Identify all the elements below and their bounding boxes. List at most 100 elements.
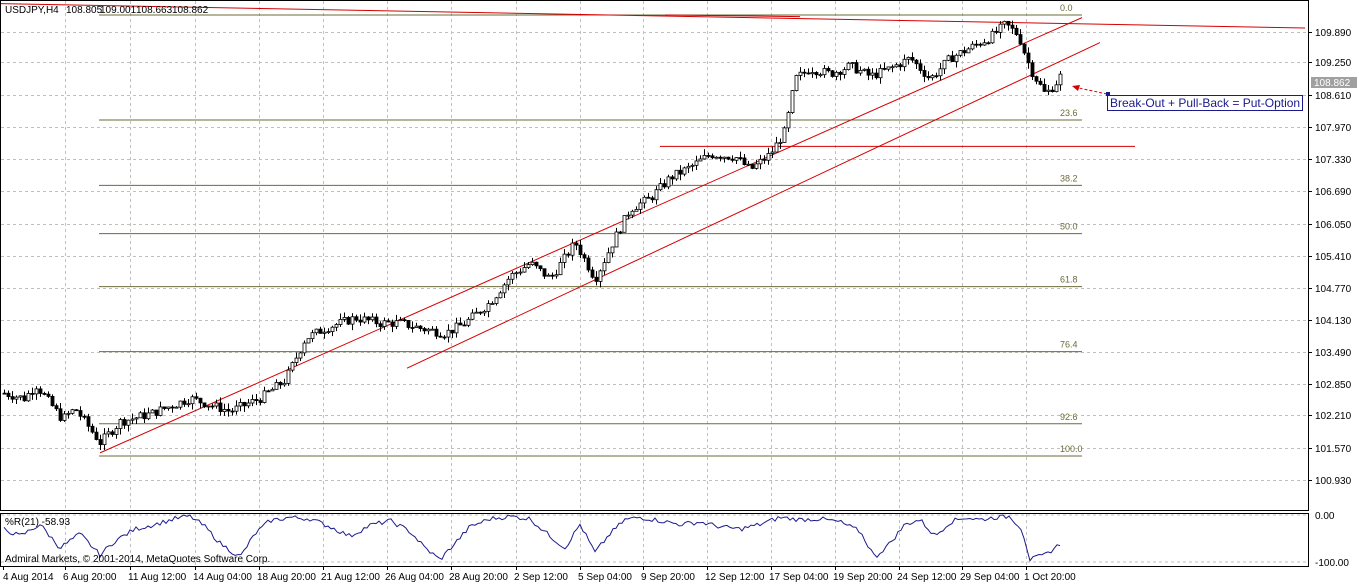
time-axis-tick-label: 4 Aug 2014 [3, 572, 54, 583]
candle-body [398, 319, 403, 322]
candle-body [578, 244, 583, 256]
candle-body [734, 157, 739, 161]
candle-body [814, 72, 819, 76]
candle-body [90, 425, 95, 433]
candle-body [1038, 80, 1043, 85]
candle-body [482, 310, 487, 314]
trendline [406, 42, 1101, 369]
candle-body [966, 48, 971, 54]
candle-body [518, 271, 523, 274]
candle-body [878, 67, 883, 79]
candle-body [854, 62, 859, 74]
candle-body [998, 23, 1003, 33]
candle-body [558, 262, 563, 276]
candle-body [94, 431, 99, 440]
candle-body [978, 43, 983, 46]
candle-body [874, 72, 879, 79]
candle-body [418, 325, 423, 329]
candle-body [490, 303, 495, 305]
oscillator-label: %R(21) -58.93 [5, 517, 70, 528]
time-axis-tick-label: 29 Sep 04:00 [960, 572, 1020, 583]
candle-body [566, 253, 571, 256]
candle-body [530, 261, 535, 266]
candle-body [502, 284, 507, 294]
time-axis-tick-label: 28 Aug 20:00 [449, 572, 508, 583]
time-axis-tick-label: 5 Sep 04:00 [578, 572, 632, 583]
candle-body [730, 158, 735, 161]
candle-body [402, 319, 407, 322]
candle-body [1026, 52, 1031, 64]
time-axis-tick-label: 21 Aug 12:00 [321, 572, 380, 583]
candle-body [126, 419, 131, 426]
current-price-marker [1311, 77, 1357, 88]
candle-body [954, 54, 959, 63]
candle-body [122, 419, 127, 426]
candle-body [150, 409, 155, 414]
candle-body [526, 264, 531, 268]
candle-body [994, 30, 999, 33]
candle-body [318, 328, 323, 334]
copyright: Admiral Markets, © 2001-2014, MetaQuotes… [5, 554, 270, 565]
candle-body [74, 409, 79, 412]
candle-body [118, 419, 123, 429]
candle-body [738, 157, 743, 159]
candle-body [682, 167, 687, 175]
candle-body [626, 214, 631, 217]
candle-body [410, 327, 415, 329]
fibonacci-levels: 0.0 23.6 38.2 50.0 61.8 76.4 92.6 100.0 [99, 3, 1083, 457]
candle-body [758, 158, 763, 165]
candle-body [466, 318, 471, 326]
candle-body [886, 66, 891, 70]
price-axis-tick-label: 102.850 [1315, 380, 1352, 391]
candle-body [1010, 24, 1015, 29]
candle-body [534, 261, 539, 267]
candle-body [458, 322, 463, 326]
candle-body [202, 402, 207, 408]
candle-body [454, 322, 459, 334]
candle-body [330, 326, 335, 332]
candle-body [386, 320, 391, 323]
ohlc-open: 108.805 [66, 5, 103, 16]
price-axis-tick-label: 106.690 [1315, 187, 1352, 198]
candle-body [970, 43, 975, 50]
candle-body [390, 321, 395, 327]
candle-body [778, 142, 783, 144]
candle-body [174, 406, 179, 409]
candle-body [478, 311, 483, 314]
candle-body [154, 409, 159, 416]
price-axis-tick-label: 107.970 [1315, 123, 1352, 134]
candle-body [598, 270, 603, 282]
candle-body [382, 320, 387, 327]
candle-body [914, 59, 919, 65]
candle-body [286, 369, 291, 384]
candle-body [462, 324, 467, 327]
candle-body [470, 312, 475, 320]
price-axis-tick-label: 105.410 [1315, 252, 1352, 263]
candle-body [662, 183, 667, 188]
candle-body [898, 64, 903, 68]
candle-body [938, 68, 943, 77]
oscillator-pane-frame [0, 513, 1309, 567]
candle-body [942, 59, 947, 70]
candle-body [238, 402, 243, 407]
trendline [664, 14, 801, 18]
candle-body [498, 292, 503, 299]
candle-body [818, 74, 823, 77]
candle-body [322, 331, 327, 334]
candle-body [218, 402, 223, 413]
oscillator-grid [1, 514, 1308, 566]
candle-body [102, 433, 107, 446]
candle-body [134, 417, 139, 420]
price-axis-tick-label: 102.210 [1315, 411, 1352, 422]
candle-body [234, 405, 239, 412]
price-axis-tick-label: 108.610 [1315, 91, 1352, 102]
candle-body [678, 169, 683, 175]
candle-body [702, 155, 707, 160]
candle-body [686, 165, 691, 169]
candle-body [706, 155, 711, 157]
trendline [0, 3, 1306, 29]
candle-body [46, 393, 51, 397]
candle-body [226, 408, 231, 412]
candle-body [6, 392, 11, 397]
